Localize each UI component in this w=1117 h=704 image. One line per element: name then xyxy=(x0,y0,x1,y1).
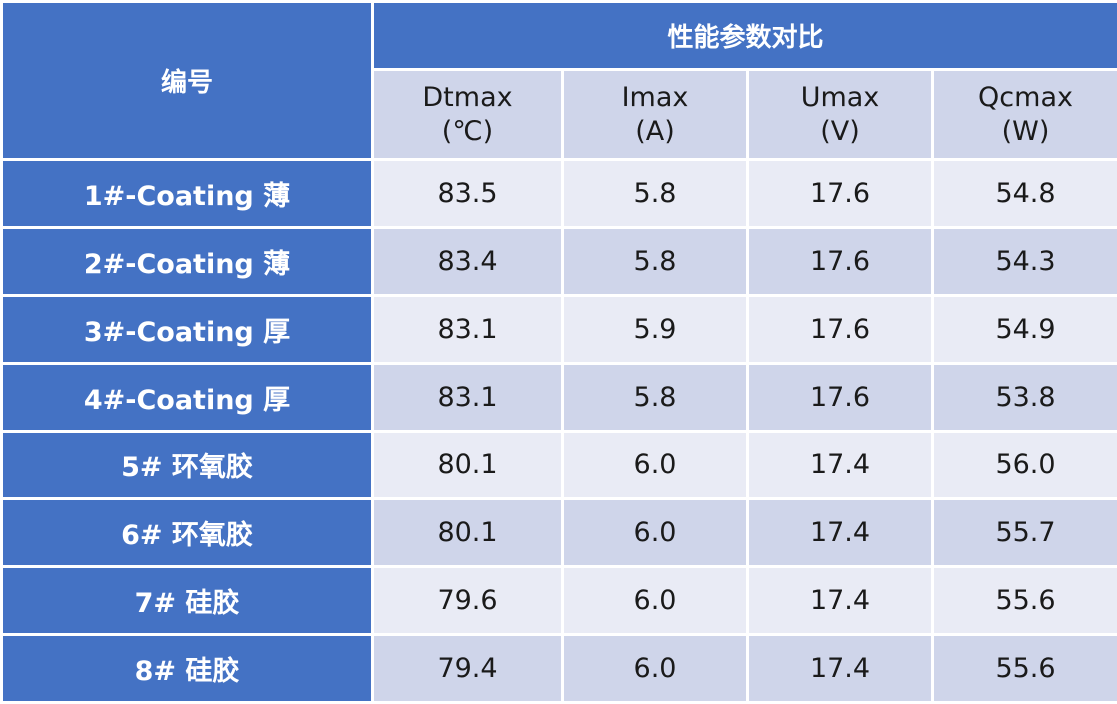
row-id-cell: 2#-Coating 薄 xyxy=(2,227,373,295)
row-id-cell: 7# 硅胶 xyxy=(2,567,373,635)
dtmax-cell: 79.4 xyxy=(373,635,563,703)
table-row: 7# 硅胶 79.6 6.0 17.4 55.6 xyxy=(2,567,1117,635)
column-header-unit: (A) xyxy=(564,115,746,149)
qcmax-cell: 55.6 xyxy=(933,635,1117,703)
group-header: 性能参数对比 xyxy=(373,2,1117,70)
umax-cell: 17.4 xyxy=(748,499,933,567)
umax-cell: 17.4 xyxy=(748,431,933,499)
column-header-name: Umax xyxy=(749,81,931,115)
umax-cell: 17.4 xyxy=(748,567,933,635)
row-id-cell: 1#-Coating 薄 xyxy=(2,160,373,228)
table-row: 8# 硅胶 79.4 6.0 17.4 55.6 xyxy=(2,635,1117,703)
qcmax-cell: 53.8 xyxy=(933,363,1117,431)
row-id-cell: 3#-Coating 厚 xyxy=(2,295,373,363)
column-header-unit: (℃) xyxy=(374,115,561,149)
umax-cell: 17.4 xyxy=(748,635,933,703)
dtmax-cell: 80.1 xyxy=(373,499,563,567)
imax-cell: 5.8 xyxy=(563,363,748,431)
table-row: 5# 环氧胶 80.1 6.0 17.4 56.0 xyxy=(2,431,1117,499)
qcmax-cell: 54.3 xyxy=(933,227,1117,295)
id-column-header: 编号 xyxy=(2,2,373,160)
imax-cell: 6.0 xyxy=(563,499,748,567)
imax-cell: 5.8 xyxy=(563,160,748,228)
dtmax-cell: 83.4 xyxy=(373,227,563,295)
table-row: 1#-Coating 薄 83.5 5.8 17.6 54.8 xyxy=(2,160,1117,228)
column-header-name: Dtmax xyxy=(374,81,561,115)
header-row-top: 编号 性能参数对比 xyxy=(2,2,1117,70)
column-header-name: Imax xyxy=(564,81,746,115)
imax-cell: 5.9 xyxy=(563,295,748,363)
umax-cell: 17.6 xyxy=(748,160,933,228)
dtmax-cell: 79.6 xyxy=(373,567,563,635)
row-id-cell: 8# 硅胶 xyxy=(2,635,373,703)
dtmax-cell: 80.1 xyxy=(373,431,563,499)
umax-cell: 17.6 xyxy=(748,295,933,363)
column-header-unit: (V) xyxy=(749,115,931,149)
column-header-unit: (W) xyxy=(934,115,1117,149)
imax-cell: 6.0 xyxy=(563,635,748,703)
column-header-dtmax: Dtmax (℃) xyxy=(373,70,563,160)
table-row: 6# 环氧胶 80.1 6.0 17.4 55.7 xyxy=(2,499,1117,567)
row-id-cell: 4#-Coating 厚 xyxy=(2,363,373,431)
table-row: 4#-Coating 厚 83.1 5.8 17.6 53.8 xyxy=(2,363,1117,431)
table-row: 2#-Coating 薄 83.4 5.8 17.6 54.3 xyxy=(2,227,1117,295)
umax-cell: 17.6 xyxy=(748,363,933,431)
column-header-qcmax: Qcmax (W) xyxy=(933,70,1117,160)
column-header-name: Qcmax xyxy=(934,81,1117,115)
imax-cell: 6.0 xyxy=(563,431,748,499)
column-header-umax: Umax (V) xyxy=(748,70,933,160)
qcmax-cell: 55.7 xyxy=(933,499,1117,567)
dtmax-cell: 83.1 xyxy=(373,363,563,431)
dtmax-cell: 83.1 xyxy=(373,295,563,363)
dtmax-cell: 83.5 xyxy=(373,160,563,228)
qcmax-cell: 56.0 xyxy=(933,431,1117,499)
imax-cell: 5.8 xyxy=(563,227,748,295)
imax-cell: 6.0 xyxy=(563,567,748,635)
column-header-imax: Imax (A) xyxy=(563,70,748,160)
qcmax-cell: 54.9 xyxy=(933,295,1117,363)
table-row: 3#-Coating 厚 83.1 5.9 17.6 54.9 xyxy=(2,295,1117,363)
qcmax-cell: 55.6 xyxy=(933,567,1117,635)
row-id-cell: 6# 环氧胶 xyxy=(2,499,373,567)
qcmax-cell: 54.8 xyxy=(933,160,1117,228)
umax-cell: 17.6 xyxy=(748,227,933,295)
row-id-cell: 5# 环氧胶 xyxy=(2,431,373,499)
